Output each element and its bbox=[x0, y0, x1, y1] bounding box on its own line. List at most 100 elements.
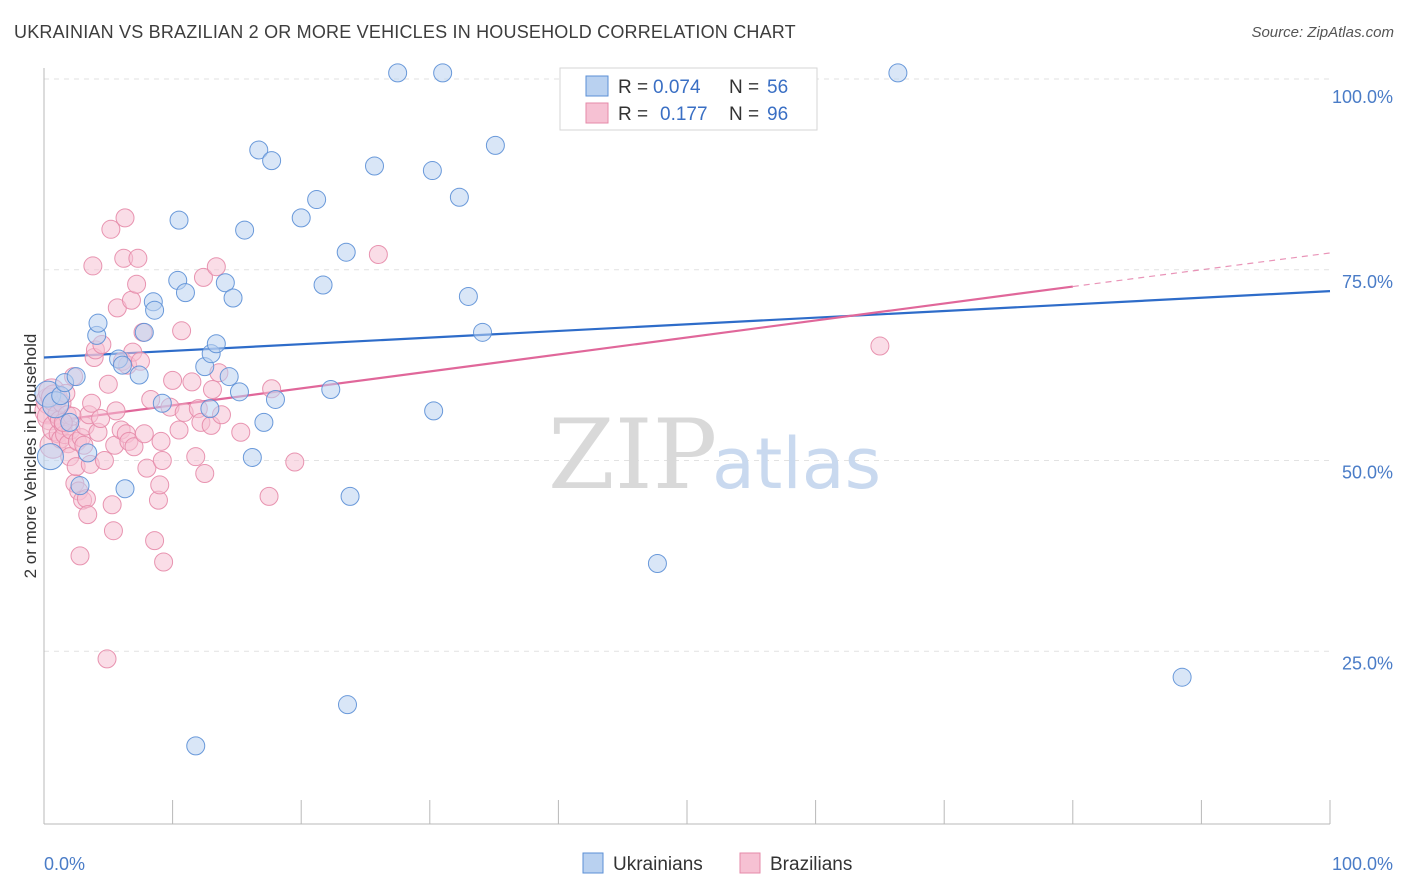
source-label: Source: ZipAtlas.com bbox=[1251, 24, 1394, 41]
ukrainians-point-24 bbox=[200, 399, 220, 419]
watermark-zip: ZIP bbox=[548, 399, 717, 511]
ukrainians-point-48 bbox=[433, 63, 453, 83]
ukrainians-point-10 bbox=[88, 313, 108, 333]
brazilians-point-72 bbox=[154, 552, 174, 572]
ukrainians-point-17 bbox=[145, 300, 165, 320]
brazilians-point-39 bbox=[91, 409, 111, 429]
ukrainians-point-36 bbox=[265, 389, 285, 409]
brazilians-point-34 bbox=[82, 393, 102, 413]
brazilians-point-78 bbox=[182, 372, 202, 392]
x-tick-labels: 0.0% 100.0% bbox=[44, 854, 1393, 874]
ukrainians-point-31 bbox=[235, 220, 255, 240]
ukrainians-point-42 bbox=[337, 695, 357, 715]
ukrainians-point-43 bbox=[340, 486, 360, 506]
ukrainians-point-26 bbox=[206, 334, 226, 354]
ukrainians-point-45 bbox=[388, 63, 408, 83]
brazilians-point-70 bbox=[151, 431, 171, 451]
brazilians-point-67 bbox=[145, 531, 165, 551]
brazilians-point-75 bbox=[169, 420, 189, 440]
brazilians-point-71 bbox=[152, 451, 172, 470]
brazilians-point-42 bbox=[97, 649, 117, 669]
x-tick-label-0: 0.0% bbox=[44, 854, 85, 874]
ukrainians-point-51 bbox=[473, 322, 493, 342]
legend-swatch-ukrainians bbox=[585, 75, 609, 97]
x-tick-label-100: 100.0% bbox=[1332, 854, 1393, 874]
brazilians-point-31 bbox=[78, 505, 98, 525]
brazilians-point-45 bbox=[102, 495, 122, 515]
ukrainians-point-1 bbox=[36, 443, 64, 471]
y-tick-label-25: 25.0% bbox=[1342, 653, 1393, 673]
y-tick-labels: 25.0% 50.0% 75.0% 100.0% bbox=[1332, 87, 1393, 673]
ukrainians-point-13 bbox=[115, 479, 135, 499]
ukrainians-point-18 bbox=[152, 393, 172, 413]
brazilians-point-48 bbox=[106, 401, 126, 421]
legend-n-value-2: 96 bbox=[767, 104, 788, 125]
ukrainians-point-32 bbox=[242, 447, 262, 467]
y-axis-label: 2 or more Vehicles in Household bbox=[21, 334, 40, 579]
ukrainians-point-49 bbox=[449, 187, 469, 207]
ukrainians-point-20 bbox=[169, 210, 189, 230]
ukrainians-point-47 bbox=[424, 401, 444, 421]
ukrainians-point-22 bbox=[186, 736, 206, 756]
ukrainians-point-8 bbox=[78, 443, 98, 463]
gridlines bbox=[44, 78, 1330, 652]
brazilians-point-35 bbox=[83, 256, 103, 276]
brazilians-point-61 bbox=[128, 248, 148, 268]
ukrainians-point-35 bbox=[262, 151, 282, 171]
y-tick-label-50: 50.0% bbox=[1342, 463, 1393, 483]
ukrainians-point-7 bbox=[70, 476, 90, 496]
ukrainians-point-6 bbox=[66, 367, 86, 387]
y-tick-label-100: 100.0% bbox=[1332, 87, 1393, 107]
brazilians-point-69 bbox=[150, 475, 170, 495]
bottom-legend-swatch-ukrainians bbox=[582, 852, 604, 874]
y-tick-label-75: 75.0% bbox=[1342, 272, 1393, 292]
brazilians-point-57 bbox=[121, 290, 141, 310]
brazilians-point-85 bbox=[202, 380, 222, 400]
legend-r-value-2: 0.177 bbox=[660, 104, 708, 125]
ukrainians-point-15 bbox=[134, 322, 154, 342]
brazilians-point-76 bbox=[172, 321, 192, 341]
brazilians-point-89 bbox=[231, 422, 251, 442]
brazilians-point-90 bbox=[259, 486, 279, 506]
watermark-atlas: atlas bbox=[712, 423, 881, 505]
ukrainians-point-29 bbox=[223, 288, 243, 308]
bottom-legend-label-ukrainians: Ukrainians bbox=[613, 854, 703, 875]
trend-line-brazilians bbox=[43, 285, 1073, 424]
bottom-legend-label-brazilians: Brazilians bbox=[770, 854, 852, 875]
brazilians-point-44 bbox=[101, 219, 121, 239]
brazilians-point-94 bbox=[870, 336, 890, 356]
ukrainians-point-21 bbox=[175, 283, 195, 303]
brazilians-point-83 bbox=[195, 463, 215, 483]
brazilians-point-41 bbox=[94, 451, 114, 470]
ukrainians-point-37 bbox=[291, 208, 311, 228]
ukrainians-point-5 bbox=[60, 412, 80, 432]
ukrainians-point-12 bbox=[112, 355, 132, 375]
ukrainians-point-41 bbox=[336, 242, 356, 262]
brazilians-point-43 bbox=[98, 374, 118, 394]
ukrainians-point-39 bbox=[313, 275, 333, 295]
ukrainians-point-53 bbox=[647, 554, 667, 574]
brazilians-point-65 bbox=[137, 458, 157, 478]
trend-line-brazilians-extension bbox=[1072, 252, 1331, 288]
legend-r-label-2: R = bbox=[618, 104, 648, 125]
brazilians-point-82 bbox=[193, 267, 213, 287]
brazilians-point-64 bbox=[134, 424, 154, 444]
ukrainians-point-14 bbox=[129, 365, 149, 385]
brazilians-point-53 bbox=[115, 208, 135, 228]
brazilians-point-79 bbox=[186, 447, 206, 467]
ukrainians-point-34 bbox=[254, 412, 274, 432]
ukrainians-point-30 bbox=[229, 382, 249, 402]
ukrainians-point-40 bbox=[321, 380, 341, 400]
legend-n-label-2: N = bbox=[729, 104, 759, 125]
ukrainians-point-44 bbox=[365, 156, 385, 176]
ukrainians-point-27 bbox=[215, 273, 235, 293]
ukrainians-point-46 bbox=[422, 161, 442, 181]
bottom-legend: Ukrainians Brazilians bbox=[582, 852, 852, 875]
data-points bbox=[34, 63, 1192, 756]
legend-n-label-1: N = bbox=[729, 77, 759, 98]
ukrainians-point-50 bbox=[458, 286, 478, 306]
ukrainians-point-52 bbox=[485, 135, 505, 155]
brazilians-point-92 bbox=[285, 452, 305, 472]
trend-lines bbox=[43, 252, 1331, 424]
brazilians-point-86 bbox=[206, 257, 226, 277]
